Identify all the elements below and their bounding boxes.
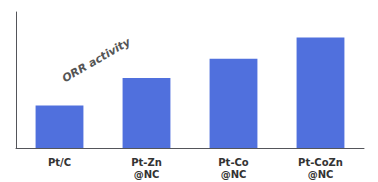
svg-text:@NC: @NC xyxy=(308,169,334,180)
svg-text:ORR activity: ORR activity xyxy=(60,35,133,85)
svg-text:Pt-CoZn: Pt-CoZn xyxy=(298,157,343,168)
svg-text:Pt-Co: Pt-Co xyxy=(218,157,249,168)
svg-text:Pt-Zn: Pt-Zn xyxy=(131,157,162,168)
svg-text:@NC: @NC xyxy=(134,169,160,180)
svg-text:@NC: @NC xyxy=(221,169,247,180)
svg-text:Pt/C: Pt/C xyxy=(48,157,71,168)
